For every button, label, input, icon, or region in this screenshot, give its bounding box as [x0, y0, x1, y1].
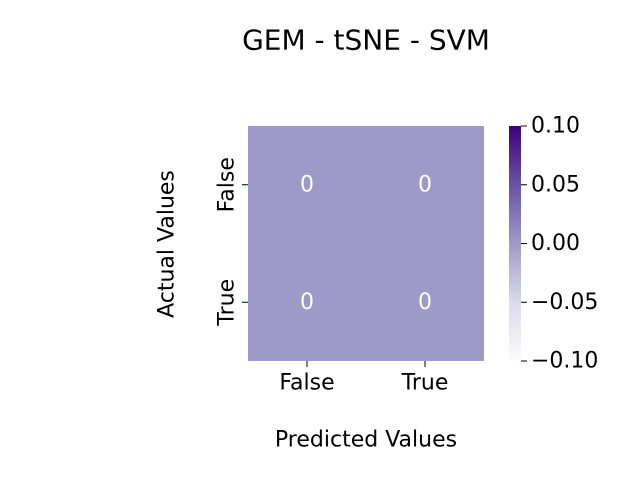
colorbar-tick-label: 0.00: [531, 231, 580, 256]
colorbar: [509, 126, 521, 361]
x-tick-label: True: [401, 371, 449, 396]
heatmap-cell-false-false: [248, 126, 366, 244]
cell-annotation: 0: [300, 290, 314, 315]
heatmap-cell-false-true: [366, 126, 484, 244]
y-axis-label: Actual Values: [155, 170, 180, 318]
heatmap-cell-true-false: [248, 243, 366, 361]
colorbar-tick-label: 0.10: [531, 114, 580, 139]
x-axis-label: Predicted Values: [275, 428, 457, 453]
cell-annotation: 0: [418, 290, 432, 315]
cell-annotation: 0: [418, 172, 432, 197]
colorbar-tick-label: −0.05: [531, 290, 598, 315]
colorbar-tick-label: −0.10: [531, 349, 598, 374]
heatmap-cells: [248, 126, 484, 361]
chart-title: GEM - tSNE - SVM: [242, 24, 490, 57]
cell-annotation: 0: [300, 172, 314, 197]
y-tick-label: True: [215, 279, 240, 327]
cell-annotations: 0 0 0 0: [300, 172, 432, 315]
heatmap-cell-true-true: [366, 243, 484, 361]
colorbar-tick-label: 0.05: [531, 172, 580, 197]
y-axis-ticks: False True: [215, 157, 248, 327]
x-tick-label: False: [279, 371, 334, 396]
colorbar-ticks: 0.10 0.05 0.00 −0.05 −0.10: [521, 114, 598, 374]
y-tick-label: False: [215, 157, 240, 212]
x-axis-ticks: False True: [279, 361, 448, 396]
